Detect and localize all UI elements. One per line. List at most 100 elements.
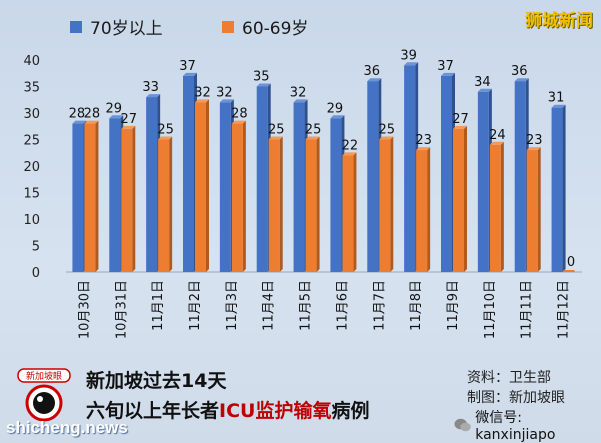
- bar-series-a: [293, 102, 305, 273]
- bar-series-b: [489, 144, 501, 272]
- y-tick-label: 30: [23, 107, 40, 122]
- x-tick-label: 10月30日: [77, 280, 92, 339]
- wechat-id: 微信号: kanxinjiapo: [454, 407, 601, 443]
- data-label: 32: [216, 85, 233, 100]
- bar-series-a: [219, 102, 231, 273]
- bar-top-series-b: [342, 152, 357, 156]
- bar-series-a: [551, 107, 563, 272]
- bar-series-b: [231, 123, 243, 272]
- bar-top-series-b: [453, 125, 467, 129]
- bar-top-series-a: [514, 78, 529, 82]
- x-axis: 10月30日 10月31日 11月1日 11月2日 11月3日 11月4日 11月5日 11月…: [77, 280, 571, 339]
- bar-top-series-b: [158, 136, 173, 140]
- bar-side-series-b: [316, 136, 320, 272]
- data-label: 31: [548, 91, 565, 106]
- data-label: 29: [106, 101, 123, 116]
- bar-series-b: [195, 102, 206, 273]
- bar-series-a: [441, 75, 452, 273]
- data-label: 32: [194, 85, 211, 100]
- bar-top-series-a: [404, 62, 419, 66]
- bar-top-series-a: [256, 83, 271, 87]
- bar-side-series-a: [562, 104, 566, 272]
- bar-top-series-a: [109, 115, 124, 119]
- source-line2: 制图：新加坡眼: [467, 390, 565, 406]
- bar-side-series-b: [169, 136, 173, 272]
- data-label: 28: [84, 107, 101, 122]
- bar-top-series-a: [219, 99, 234, 103]
- legend-swatch-series-b: [222, 20, 234, 33]
- bar-top-series-b: [379, 136, 394, 140]
- x-tick-label: 11月12日: [557, 280, 572, 339]
- chart-caption: 新加坡过去14天 六旬以上年长者ICU监护输氧病例: [86, 366, 369, 426]
- legend-item-series-a: 70岁以上: [70, 14, 163, 39]
- bar-top-series-b: [121, 125, 136, 129]
- bar-series-a: [367, 81, 379, 272]
- bar-top-series-b: [526, 147, 541, 151]
- data-label: 29: [327, 101, 344, 116]
- bar-series-b: [416, 150, 428, 272]
- bar-series-b: [563, 270, 575, 272]
- bar-series-b: [379, 139, 391, 272]
- y-tick-label: 25: [23, 134, 40, 149]
- bar-series-b: [158, 139, 170, 272]
- data-label: 28: [69, 107, 86, 122]
- logo-text: 新加坡眼: [26, 370, 62, 382]
- bar-side-series-b: [353, 152, 357, 272]
- bar-series-b: [526, 150, 538, 272]
- x-tick-label: 11月8日: [409, 280, 424, 331]
- data-label: 23: [415, 133, 432, 148]
- data-label: 27: [121, 112, 138, 127]
- bar-series-a: [404, 65, 416, 272]
- bar-top-series-b: [84, 120, 99, 124]
- bar-series-b: [268, 139, 280, 272]
- y-tick-label: 5: [32, 240, 40, 255]
- x-tick-label: 11月2日: [188, 280, 203, 331]
- wechat-icon: [454, 418, 471, 432]
- bar-top-series-b: [489, 141, 504, 145]
- y-tick-label: 10: [23, 213, 40, 228]
- caption-line2: 六旬以上年长者ICU监护输氧病例: [86, 396, 369, 426]
- bar-side-series-b: [500, 141, 504, 272]
- bar-series-b: [121, 128, 133, 272]
- bar-top-series-a: [477, 88, 492, 92]
- legend-label-series-a: 70岁以上: [90, 19, 163, 39]
- bar-series-a: [330, 118, 342, 272]
- bar-top-series-b: [231, 120, 246, 124]
- bar-series-b: [305, 139, 317, 272]
- data-label: 36: [511, 64, 528, 79]
- source-block: 资料：卫生部 制图：新加坡眼: [467, 368, 565, 408]
- x-tick-label: 11月1日: [151, 280, 166, 331]
- bar-series-a: [477, 91, 489, 272]
- data-label: 23: [526, 133, 543, 148]
- bar-top-series-a: [146, 94, 161, 98]
- y-tick-label: 40: [23, 54, 40, 69]
- bar-top-series-b: [195, 99, 209, 103]
- bar-side-series-b: [206, 99, 209, 273]
- bar-side-series-b: [427, 147, 431, 272]
- caption-highlight: ICU监护输氧: [219, 400, 332, 422]
- bar-side-series-b: [279, 136, 283, 272]
- x-tick-label: 11月5日: [299, 280, 314, 331]
- bar-side-series-b: [95, 120, 99, 272]
- data-label: 28: [231, 107, 248, 122]
- x-tick-label: 11月6日: [335, 280, 350, 331]
- bar-series-b: [84, 123, 96, 272]
- data-label: 25: [379, 123, 396, 138]
- bar-top-series-a: [441, 72, 455, 76]
- bar-top-series-a: [551, 104, 566, 108]
- y-tick-label: 15: [23, 187, 40, 202]
- bar-top-series-a: [72, 120, 87, 124]
- y-tick-label: 20: [23, 160, 40, 175]
- bar-side-series-b: [132, 125, 136, 273]
- bar-top-series-b: [268, 136, 283, 140]
- y-tick-label: 35: [23, 81, 40, 96]
- bar-series-a: [183, 75, 194, 273]
- legend-swatch-series-a: [70, 20, 82, 33]
- data-label: 35: [253, 70, 270, 85]
- bar-series-a: [514, 81, 526, 272]
- bar-series-a: [72, 123, 84, 272]
- legend-label-series-b: 60-69岁: [242, 19, 309, 39]
- bar-top-series-a: [367, 78, 382, 82]
